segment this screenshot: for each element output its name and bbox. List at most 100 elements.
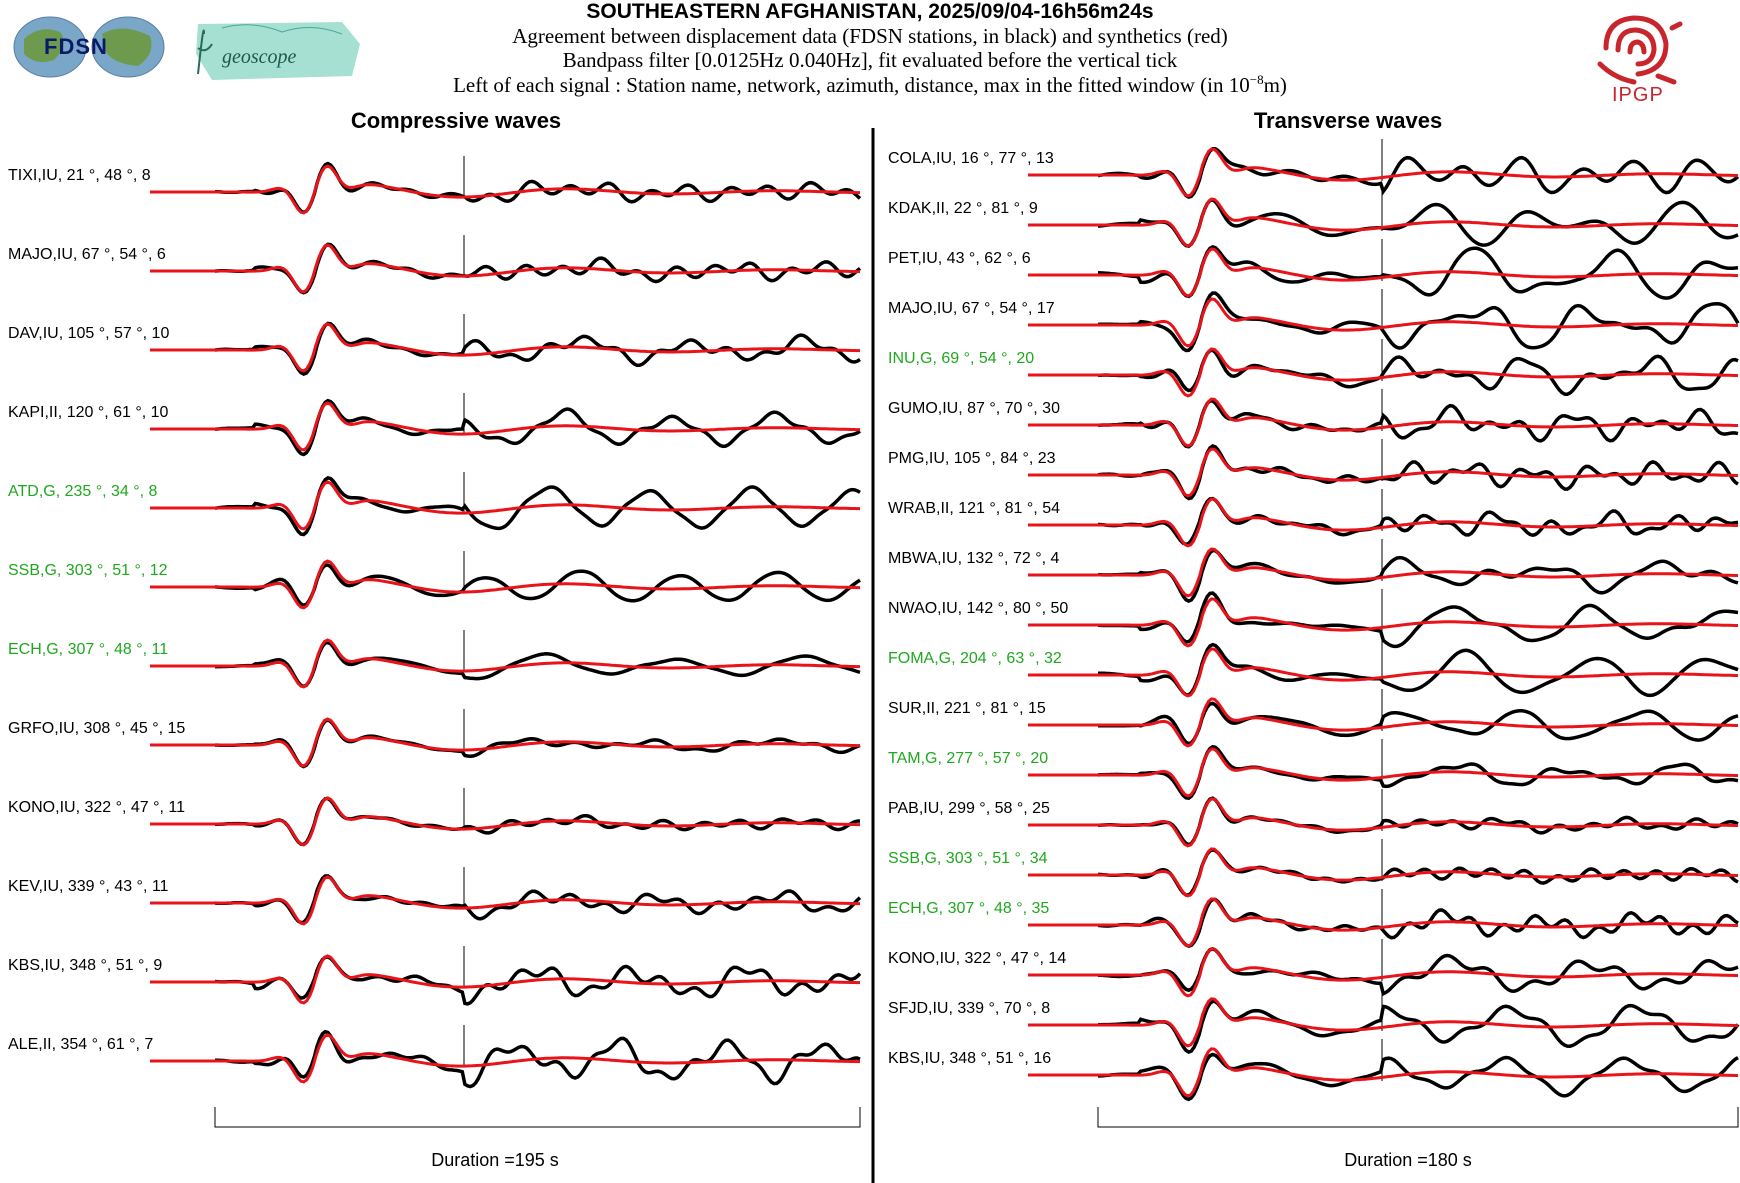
trace-row: KEV,IU, 339 °, 43 °, 11 — [8, 867, 862, 926]
subtitle-line-3-prefix: Left of each signal : Station name, netw… — [453, 73, 1250, 97]
trace-row: SSB,G, 303 °, 51 °, 12 — [8, 551, 861, 610]
station-label: KONO,IU, 322 °, 47 °, 14 — [888, 950, 1066, 967]
station-label: PET,IU, 43 °, 62 °, 6 — [888, 250, 1031, 267]
station-label: ECH,G, 307 °, 48 °, 11 — [8, 641, 168, 658]
trace-row: DAV,IU, 105 °, 57 °, 10 — [8, 314, 861, 377]
station-label: SSB,G, 303 °, 51 °, 12 — [8, 562, 168, 579]
trace-row: ALE,II, 354 °, 61 °, 7 — [8, 1025, 861, 1089]
trace-row: KDAK,II, 22 °, 81 °, 9 — [888, 189, 1739, 248]
trace-row: KBS,IU, 348 °, 51 °, 16 — [888, 1039, 1739, 1102]
synthetic-trace — [150, 243, 860, 294]
data-trace — [1098, 999, 1740, 1054]
synthetic-trace — [1028, 997, 1738, 1048]
station-label: KBS,IU, 348 °, 51 °, 9 — [8, 957, 162, 974]
trace-row: ECH,G, 307 °, 48 °, 35 — [888, 889, 1739, 948]
transverse-duration: Duration =180 s — [1344, 1150, 1472, 1170]
station-label: KONO,IU, 322 °, 47 °, 11 — [8, 799, 185, 816]
synthetic-trace — [1028, 347, 1738, 398]
synthetic-trace — [1028, 247, 1738, 298]
trace-row: SUR,II, 221 °, 81 °, 15 — [888, 689, 1739, 748]
synthetic-trace — [1028, 447, 1738, 498]
station-label: GUMO,IU, 87 °, 70 °, 30 — [888, 400, 1060, 417]
station-label: NWAO,IU, 142 °, 80 °, 50 — [888, 600, 1068, 617]
trace-row: TAM,G, 277 °, 57 °, 20 — [888, 739, 1739, 801]
station-label: PAB,IU, 299 °, 58 °, 25 — [888, 800, 1050, 817]
station-label: TAM,G, 277 °, 57 °, 20 — [888, 750, 1048, 767]
data-trace — [1097, 591, 1739, 649]
station-label: MBWA,IU, 132 °, 72 °, 4 — [888, 550, 1059, 567]
synthetic-trace — [1028, 497, 1738, 548]
station-label: GRFO,IU, 308 °, 45 °, 15 — [8, 720, 185, 737]
trace-row: PAB,IU, 299 °, 58 °, 25 — [888, 789, 1739, 848]
synthetic-trace — [1028, 597, 1738, 648]
station-label: KEV,IU, 339 °, 43 °, 11 — [8, 878, 169, 895]
station-label: FOMA,G, 204 °, 63 °, 32 — [888, 650, 1062, 667]
data-trace — [1097, 1052, 1739, 1102]
trace-row: PET,IU, 43 °, 62 °, 6 — [888, 239, 1739, 300]
synthetic-trace — [1028, 847, 1738, 898]
station-label: TIXI,IU, 21 °, 48 °, 8 — [8, 167, 151, 184]
trace-row: SSB,G, 303 °, 51 °, 34 — [888, 839, 1739, 898]
synthetic-trace — [1028, 947, 1738, 998]
trace-row: WRAB,II, 121 °, 81 °, 54 — [888, 489, 1739, 548]
synthetic-trace — [1028, 897, 1738, 948]
synthetic-trace — [1028, 547, 1738, 598]
synthetic-trace — [150, 717, 860, 768]
trace-row: COLA,IU, 16 °, 77 °, 13 — [888, 139, 1740, 200]
trace-row: KONO,IU, 322 °, 47 °, 11 — [8, 788, 861, 847]
trace-row: KBS,IU, 348 °, 51 °, 9 — [8, 946, 862, 1006]
trace-row: GRFO,IU, 308 °, 45 °, 15 — [8, 709, 861, 769]
compressive-duration: Duration =195 s — [431, 1150, 559, 1170]
station-label: WRAB,II, 121 °, 81 °, 54 — [888, 500, 1060, 517]
station-label: KAPI,II, 120 °, 61 °, 10 — [8, 404, 169, 421]
subtitle-line-3-exponent: −8 — [1249, 72, 1264, 87]
station-label: DAV,IU, 105 °, 57 °, 10 — [8, 325, 169, 342]
compressive-title: Compressive waves — [350, 108, 562, 133]
trace-row: ECH,G, 307 °, 48 °, 11 — [8, 630, 861, 689]
synthetic-trace — [1028, 647, 1738, 698]
transverse-panel: COLA,IU, 16 °, 77 °, 13 KDAK,II, 22 °, 81… — [888, 139, 1740, 1128]
synthetic-trace — [150, 480, 860, 531]
subtitle-line-2: Bandpass filter [0.0125Hz 0.040Hz], fit … — [562, 48, 1178, 72]
trace-row: KAPI,II, 120 °, 61 °, 10 — [8, 393, 861, 457]
station-label: COLA,IU, 16 °, 77 °, 13 — [888, 150, 1054, 167]
synthetic-trace — [1028, 147, 1738, 198]
fdsn-globe-icon — [13, 16, 165, 78]
data-trace — [214, 874, 862, 925]
synthetic-trace — [1028, 197, 1738, 248]
data-trace — [215, 1029, 861, 1089]
station-label: PMG,IU, 105 °, 84 °, 23 — [888, 450, 1056, 467]
synthetic-trace — [1028, 397, 1738, 448]
transverse-title: Transverse waves — [1253, 108, 1443, 133]
trace-row: MAJO,IU, 67 °, 54 °, 6 — [8, 235, 862, 295]
trace-row: PMG,IU, 105 °, 84 °, 23 — [888, 439, 1739, 501]
station-label: MAJO,IU, 67 °, 54 °, 17 — [888, 300, 1055, 317]
duration-bracket — [1097, 1107, 1739, 1128]
trace-row: TIXI,IU, 21 °, 48 °, 8 — [8, 156, 862, 215]
synthetic-trace — [1028, 747, 1738, 798]
geoscope-logo-text: geoscope — [222, 46, 297, 68]
synthetic-trace — [150, 164, 860, 215]
subtitle-line-1: Agreement between displacement data (FDS… — [512, 24, 1228, 48]
synthetic-trace — [150, 1033, 860, 1084]
trace-row: NWAO,IU, 142 °, 80 °, 50 — [888, 589, 1739, 649]
station-label: KDAK,II, 22 °, 81 °, 9 — [888, 200, 1038, 217]
duration-bracket — [214, 1107, 861, 1128]
synthetic-trace — [150, 559, 860, 610]
trace-row: MAJO,IU, 67 °, 54 °, 17 — [888, 289, 1740, 353]
synthetic-trace — [1028, 797, 1738, 848]
station-label: ALE,II, 354 °, 61 °, 7 — [8, 1036, 153, 1053]
ipgp-emblem-icon — [1597, 15, 1683, 85]
trace-row: FOMA,G, 204 °, 63 °, 32 — [888, 639, 1739, 698]
subtitle-line-3: Left of each signal : Station name, netw… — [0, 72, 1740, 98]
synthetic-trace — [150, 401, 860, 452]
synthetic-trace — [150, 638, 860, 689]
station-label: KBS,IU, 348 °, 51 °, 16 — [888, 1050, 1051, 1067]
ipgp-logo-text: IPGP — [1612, 84, 1664, 106]
trace-row: MBWA,IU, 132 °, 72 °, 4 — [888, 539, 1739, 604]
ipgp-logo: IPGP — [1594, 8, 1694, 108]
station-label: SFJD,IU, 339 °, 70 °, 8 — [888, 1000, 1050, 1017]
synthetic-trace — [150, 875, 860, 926]
